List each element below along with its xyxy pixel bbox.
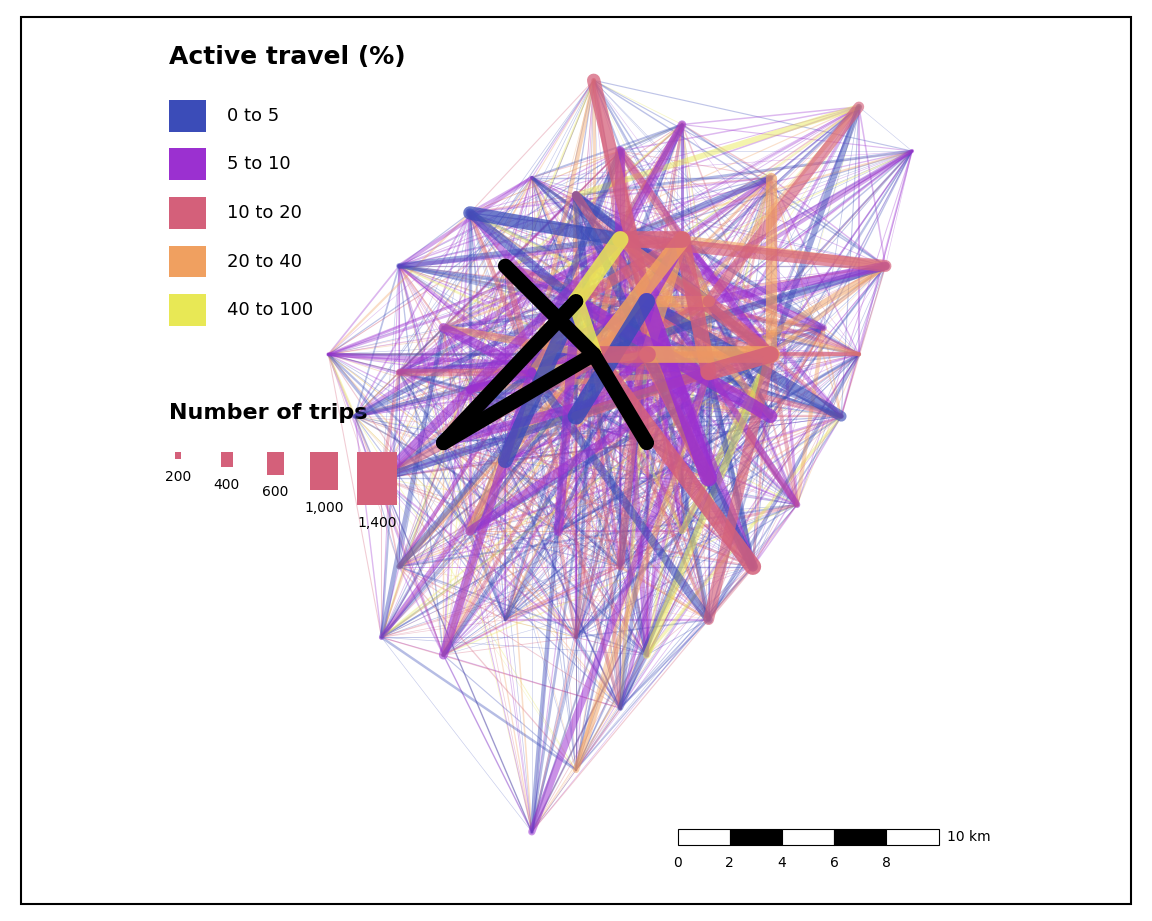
Text: 10 to 20: 10 to 20	[227, 204, 302, 222]
Text: 1,400: 1,400	[357, 516, 396, 530]
Text: 0: 0	[673, 856, 682, 869]
Text: 8: 8	[882, 856, 890, 869]
Text: 400: 400	[213, 478, 240, 492]
Text: 6: 6	[829, 856, 839, 869]
Text: Number of trips: Number of trips	[169, 403, 367, 423]
FancyBboxPatch shape	[886, 829, 939, 845]
Text: 200: 200	[165, 470, 191, 484]
FancyBboxPatch shape	[169, 295, 206, 326]
FancyBboxPatch shape	[782, 829, 834, 845]
Text: 5 to 10: 5 to 10	[227, 156, 290, 173]
FancyBboxPatch shape	[221, 451, 233, 467]
Text: 10 km: 10 km	[947, 830, 991, 845]
FancyBboxPatch shape	[169, 246, 206, 277]
FancyBboxPatch shape	[169, 148, 206, 181]
Text: 20 to 40: 20 to 40	[227, 252, 302, 271]
FancyBboxPatch shape	[357, 451, 397, 506]
Text: 2: 2	[726, 856, 734, 869]
Text: 40 to 100: 40 to 100	[227, 301, 313, 320]
Text: 0 to 5: 0 to 5	[227, 107, 279, 124]
FancyBboxPatch shape	[169, 197, 206, 228]
Text: 4: 4	[778, 856, 787, 869]
Text: Active travel (%): Active travel (%)	[169, 45, 406, 69]
FancyBboxPatch shape	[266, 451, 285, 474]
FancyBboxPatch shape	[169, 99, 206, 132]
FancyBboxPatch shape	[310, 451, 339, 490]
FancyBboxPatch shape	[175, 451, 181, 460]
FancyBboxPatch shape	[677, 829, 730, 845]
FancyBboxPatch shape	[730, 829, 782, 845]
Text: 600: 600	[263, 485, 288, 499]
FancyBboxPatch shape	[834, 829, 886, 845]
Text: 1,000: 1,000	[304, 501, 343, 515]
